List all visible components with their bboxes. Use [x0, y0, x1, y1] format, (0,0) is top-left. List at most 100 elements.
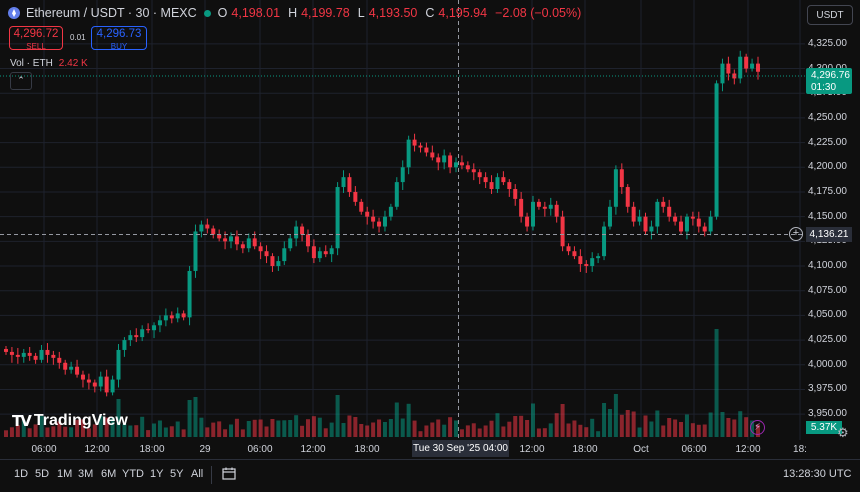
volume-bar	[454, 420, 459, 437]
utc-clock[interactable]: 13:28:30 UTC	[783, 468, 852, 480]
time-tick-label: 12:00	[300, 444, 326, 455]
volume-bar	[246, 421, 251, 437]
candle-body	[406, 139, 411, 168]
range-button-1d[interactable]: 1D	[14, 468, 29, 480]
time-tick-label: 06:00	[31, 444, 57, 455]
candle-body	[69, 366, 74, 370]
candle-body	[584, 264, 589, 267]
volume-bar	[240, 429, 245, 437]
candle-body	[548, 204, 553, 209]
volume-bar	[181, 429, 186, 437]
volume-bar	[128, 425, 133, 437]
candle-body	[110, 379, 115, 393]
range-button-all[interactable]: All	[191, 468, 204, 480]
candle-body	[252, 238, 257, 247]
volume-bar	[305, 419, 310, 437]
price-tick-label: 4,100.00	[808, 260, 847, 272]
currency-selector[interactable]: USDT	[807, 5, 853, 25]
range-button-5y[interactable]: 5Y	[170, 468, 184, 480]
candle-body	[21, 352, 26, 357]
volume-bar	[311, 416, 316, 437]
candle-body	[525, 216, 530, 227]
candle-body	[679, 221, 684, 232]
lightning-icon[interactable]: ⚡	[750, 420, 765, 435]
volume-bar	[63, 426, 68, 437]
range-button-6m[interactable]: 6M	[101, 468, 117, 480]
open-label: O	[217, 6, 228, 20]
volume-bar	[536, 428, 541, 437]
range-button-5d[interactable]: 5D	[35, 468, 50, 480]
price-tick-label: 3,975.00	[808, 383, 847, 395]
volume-bar	[276, 420, 281, 437]
candle-body	[311, 246, 316, 259]
candle-body	[465, 165, 470, 170]
volume-bar	[211, 422, 216, 437]
candle-body	[163, 315, 168, 321]
sell-button[interactable]: 4,296.72 SELL	[9, 26, 63, 51]
candle-body	[673, 216, 678, 222]
range-button-1y[interactable]: 1Y	[150, 468, 164, 480]
volume-bar	[738, 411, 743, 437]
range-button-1m[interactable]: 1M	[57, 468, 73, 480]
volume-bar	[270, 419, 275, 437]
candle-body	[175, 313, 180, 319]
volume-bar	[21, 420, 26, 437]
candle-body	[495, 177, 500, 190]
gear-icon[interactable]: ⚙	[837, 425, 849, 440]
time-tick-label: 06:00	[681, 444, 707, 455]
price-tick-label: 4,175.00	[808, 185, 847, 197]
volume-bar	[388, 419, 393, 437]
candle-body	[169, 315, 174, 319]
candle-body	[4, 348, 8, 352]
sell-label: SELL	[26, 42, 46, 51]
buy-button[interactable]: 4,296.73 BUY	[91, 26, 147, 51]
candle-body	[323, 251, 328, 255]
volume-bar	[708, 412, 713, 437]
volume-bar	[619, 414, 624, 437]
volume-bar	[507, 421, 512, 437]
spread-value: 0.01	[70, 33, 86, 42]
buy-label: BUY	[110, 42, 128, 51]
symbol-title[interactable]: Ethereum / USDT · 30 · MEXC	[26, 6, 197, 20]
volume-bar	[341, 423, 346, 437]
candle-body	[187, 270, 192, 318]
range-button-3m[interactable]: 3M	[78, 468, 94, 480]
add-alert-plus-icon[interactable]: +	[789, 227, 803, 241]
volume-bar	[134, 425, 139, 437]
candle-body	[519, 198, 524, 217]
range-button-ytd[interactable]: YTD	[122, 468, 144, 480]
volume-bar	[80, 419, 85, 437]
candle-body	[637, 216, 642, 222]
volume-bar	[726, 418, 731, 437]
volume-bar	[442, 424, 447, 437]
candle-body	[371, 216, 376, 222]
volume-bar	[122, 424, 127, 437]
candle-body	[258, 246, 263, 252]
candle-body	[75, 366, 80, 375]
time-tick-label: 12:00	[84, 444, 110, 455]
candle-body	[377, 221, 382, 227]
candle-body	[607, 206, 612, 227]
volume-bar	[554, 413, 559, 437]
calendar-range-icon[interactable]	[222, 467, 236, 480]
candle-body	[613, 169, 618, 207]
volume-value: 2.42 K	[58, 58, 88, 69]
candle-body	[365, 211, 370, 217]
volume-bar	[371, 422, 376, 437]
time-tick-label: Oct	[633, 444, 649, 455]
candle-body	[459, 162, 464, 166]
candle-body	[229, 236, 234, 242]
volume-bar	[187, 400, 192, 437]
volume-bar	[477, 428, 482, 437]
volume-bar	[329, 422, 334, 437]
candle-body	[33, 355, 38, 360]
volume-bar	[584, 427, 589, 437]
price-chart[interactable]	[0, 0, 860, 459]
candlesticks	[4, 50, 760, 397]
candle-body	[619, 169, 624, 188]
volume-bar	[673, 419, 678, 437]
candle-body	[643, 216, 648, 232]
collapse-legend-button[interactable]: ⌃	[10, 72, 32, 90]
close-value: 4,195.94	[438, 6, 488, 20]
